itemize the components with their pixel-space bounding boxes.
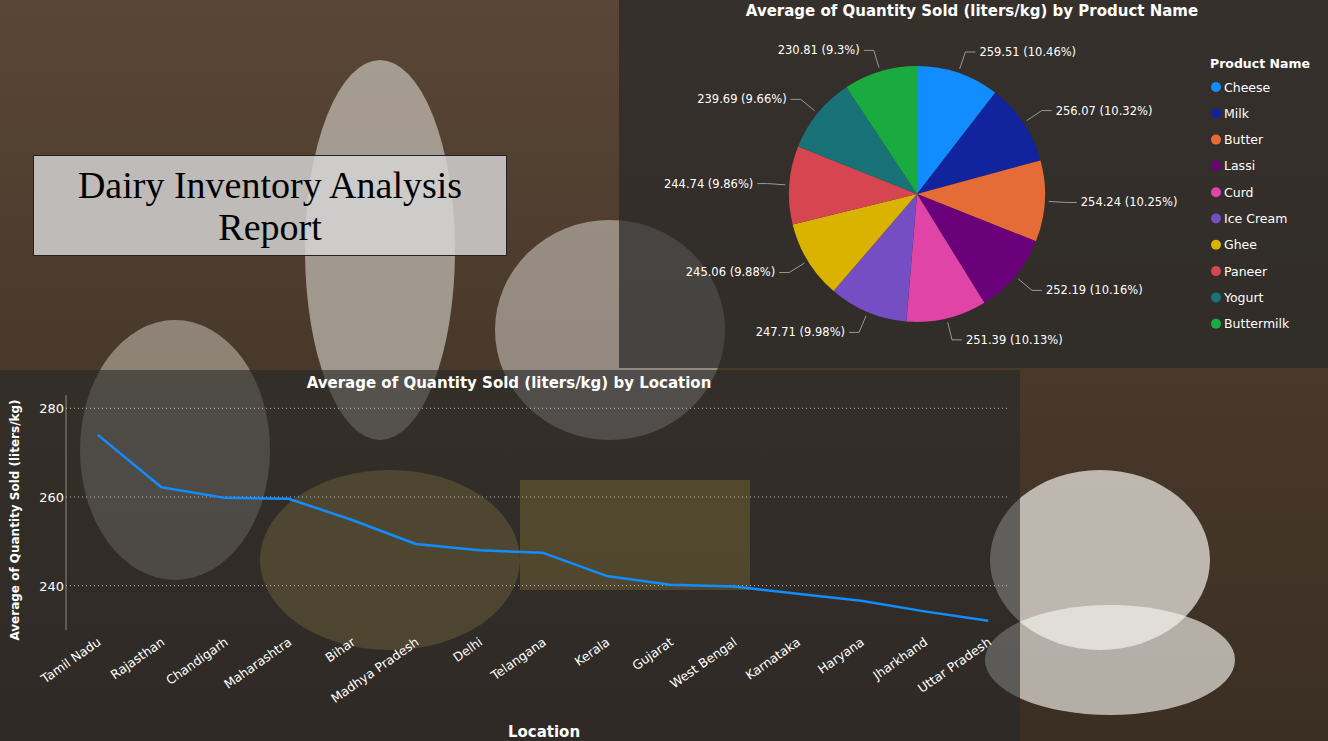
y-tick-label: 240 bbox=[39, 579, 64, 594]
legend-entry: Buttermilk bbox=[1224, 316, 1290, 331]
data-label: 247.71 (9.98%) bbox=[756, 325, 845, 339]
plot-area bbox=[98, 435, 988, 621]
grid-line bbox=[66, 585, 1010, 586]
x-axis-label: Location bbox=[508, 723, 580, 741]
x-tick-label: Haryana bbox=[815, 634, 867, 677]
leader-line bbox=[1049, 201, 1077, 202]
pie-slice bbox=[846, 66, 917, 194]
x-tick-label: Madhya Pradesh bbox=[328, 634, 421, 706]
x-tick-label: Bihar bbox=[322, 634, 358, 666]
pie-slice bbox=[906, 194, 984, 322]
legend-entry: Ghee bbox=[1224, 237, 1257, 252]
leader-line bbox=[960, 52, 976, 69]
x-tick-label: Telangana bbox=[487, 634, 548, 683]
y-axis-line bbox=[66, 395, 67, 630]
pie-slices bbox=[789, 66, 1045, 322]
grid-line bbox=[66, 408, 1010, 409]
legend-swatch bbox=[1211, 82, 1221, 92]
legend-entry: Cheese bbox=[1224, 80, 1271, 95]
legend-entry: Paneer bbox=[1224, 264, 1268, 279]
legend-swatch bbox=[1211, 214, 1221, 224]
line-series bbox=[98, 435, 988, 621]
x-tick-label: Maharashtra bbox=[221, 634, 294, 692]
data-label: 244.74 (9.86%) bbox=[664, 177, 753, 191]
y-axis-label: Average of Quantity Sold (liters/kg) bbox=[8, 399, 22, 640]
legend-swatch bbox=[1211, 319, 1221, 329]
leader-line bbox=[1018, 279, 1042, 291]
legend-swatch bbox=[1211, 135, 1221, 145]
y-tick-label: 260 bbox=[39, 490, 64, 505]
legend-swatch bbox=[1211, 161, 1221, 171]
data-label: 230.81 (9.3%) bbox=[778, 43, 860, 57]
x-tick-label: Karnataka bbox=[743, 634, 804, 683]
legend-entry: Milk bbox=[1224, 106, 1250, 121]
leader-line bbox=[849, 316, 866, 333]
pie-panel bbox=[619, 0, 1328, 368]
legend-swatch bbox=[1211, 266, 1221, 276]
pie-labels: 259.51 (10.46%) 256.07 (10.32%) 254.24 (10… bbox=[664, 43, 1178, 347]
x-tick-label: Rajasthan bbox=[108, 634, 167, 682]
legend-swatch bbox=[1211, 292, 1221, 302]
pie-title: Average of Quantity Sold (liters/kg) by … bbox=[746, 2, 1198, 20]
legend-entry: Ice Cream bbox=[1224, 211, 1287, 226]
data-label: 252.19 (10.16%) bbox=[1046, 283, 1143, 297]
x-tick-label: Kerala bbox=[572, 634, 613, 669]
leader-line bbox=[1027, 111, 1052, 121]
legend-entry: Curd bbox=[1224, 185, 1254, 200]
data-label: 254.24 (10.25%) bbox=[1081, 195, 1178, 209]
legend-swatch bbox=[1211, 187, 1221, 197]
y-tick-label: 280 bbox=[39, 401, 64, 416]
report-title: Dairy Inventory Analysis Report bbox=[33, 155, 507, 256]
data-label: 259.51 (10.46%) bbox=[979, 45, 1076, 59]
x-tick-label: Tamil Nadu bbox=[37, 634, 103, 687]
x-tick-label: Jharkhand bbox=[869, 634, 930, 683]
leader-line bbox=[948, 322, 962, 340]
legend-swatch bbox=[1211, 240, 1221, 250]
legend-entry: Lassi bbox=[1224, 158, 1255, 173]
legend-entry: Yogurt bbox=[1223, 290, 1264, 305]
legend-title: Product Name bbox=[1210, 56, 1310, 71]
x-tick-label: West Bengal bbox=[667, 634, 739, 691]
line-panel bbox=[0, 370, 1020, 741]
leader-line bbox=[779, 263, 804, 272]
line-title: Average of Quantity Sold (liters/kg) by … bbox=[307, 374, 712, 392]
x-tick-label: Uttar Pradesh bbox=[915, 634, 994, 696]
data-label: 256.07 (10.32%) bbox=[1056, 104, 1153, 118]
legend-entry: Butter bbox=[1224, 132, 1264, 147]
x-tick-label: Delhi bbox=[450, 634, 485, 665]
data-label: 251.39 (10.13%) bbox=[966, 333, 1063, 347]
leader-line bbox=[791, 99, 815, 110]
x-tick-label: Gujarat bbox=[629, 634, 676, 673]
bowl-shape bbox=[985, 605, 1235, 715]
data-label: 239.69 (9.66%) bbox=[697, 92, 786, 106]
legend-swatch bbox=[1211, 108, 1221, 118]
data-label: 245.06 (9.88%) bbox=[686, 265, 775, 279]
leader-line bbox=[864, 50, 879, 67]
leader-line bbox=[757, 184, 785, 185]
dashboard: Average of Quantity Sold (liters/kg) by … bbox=[0, 0, 1328, 741]
grid-line bbox=[66, 496, 1010, 497]
